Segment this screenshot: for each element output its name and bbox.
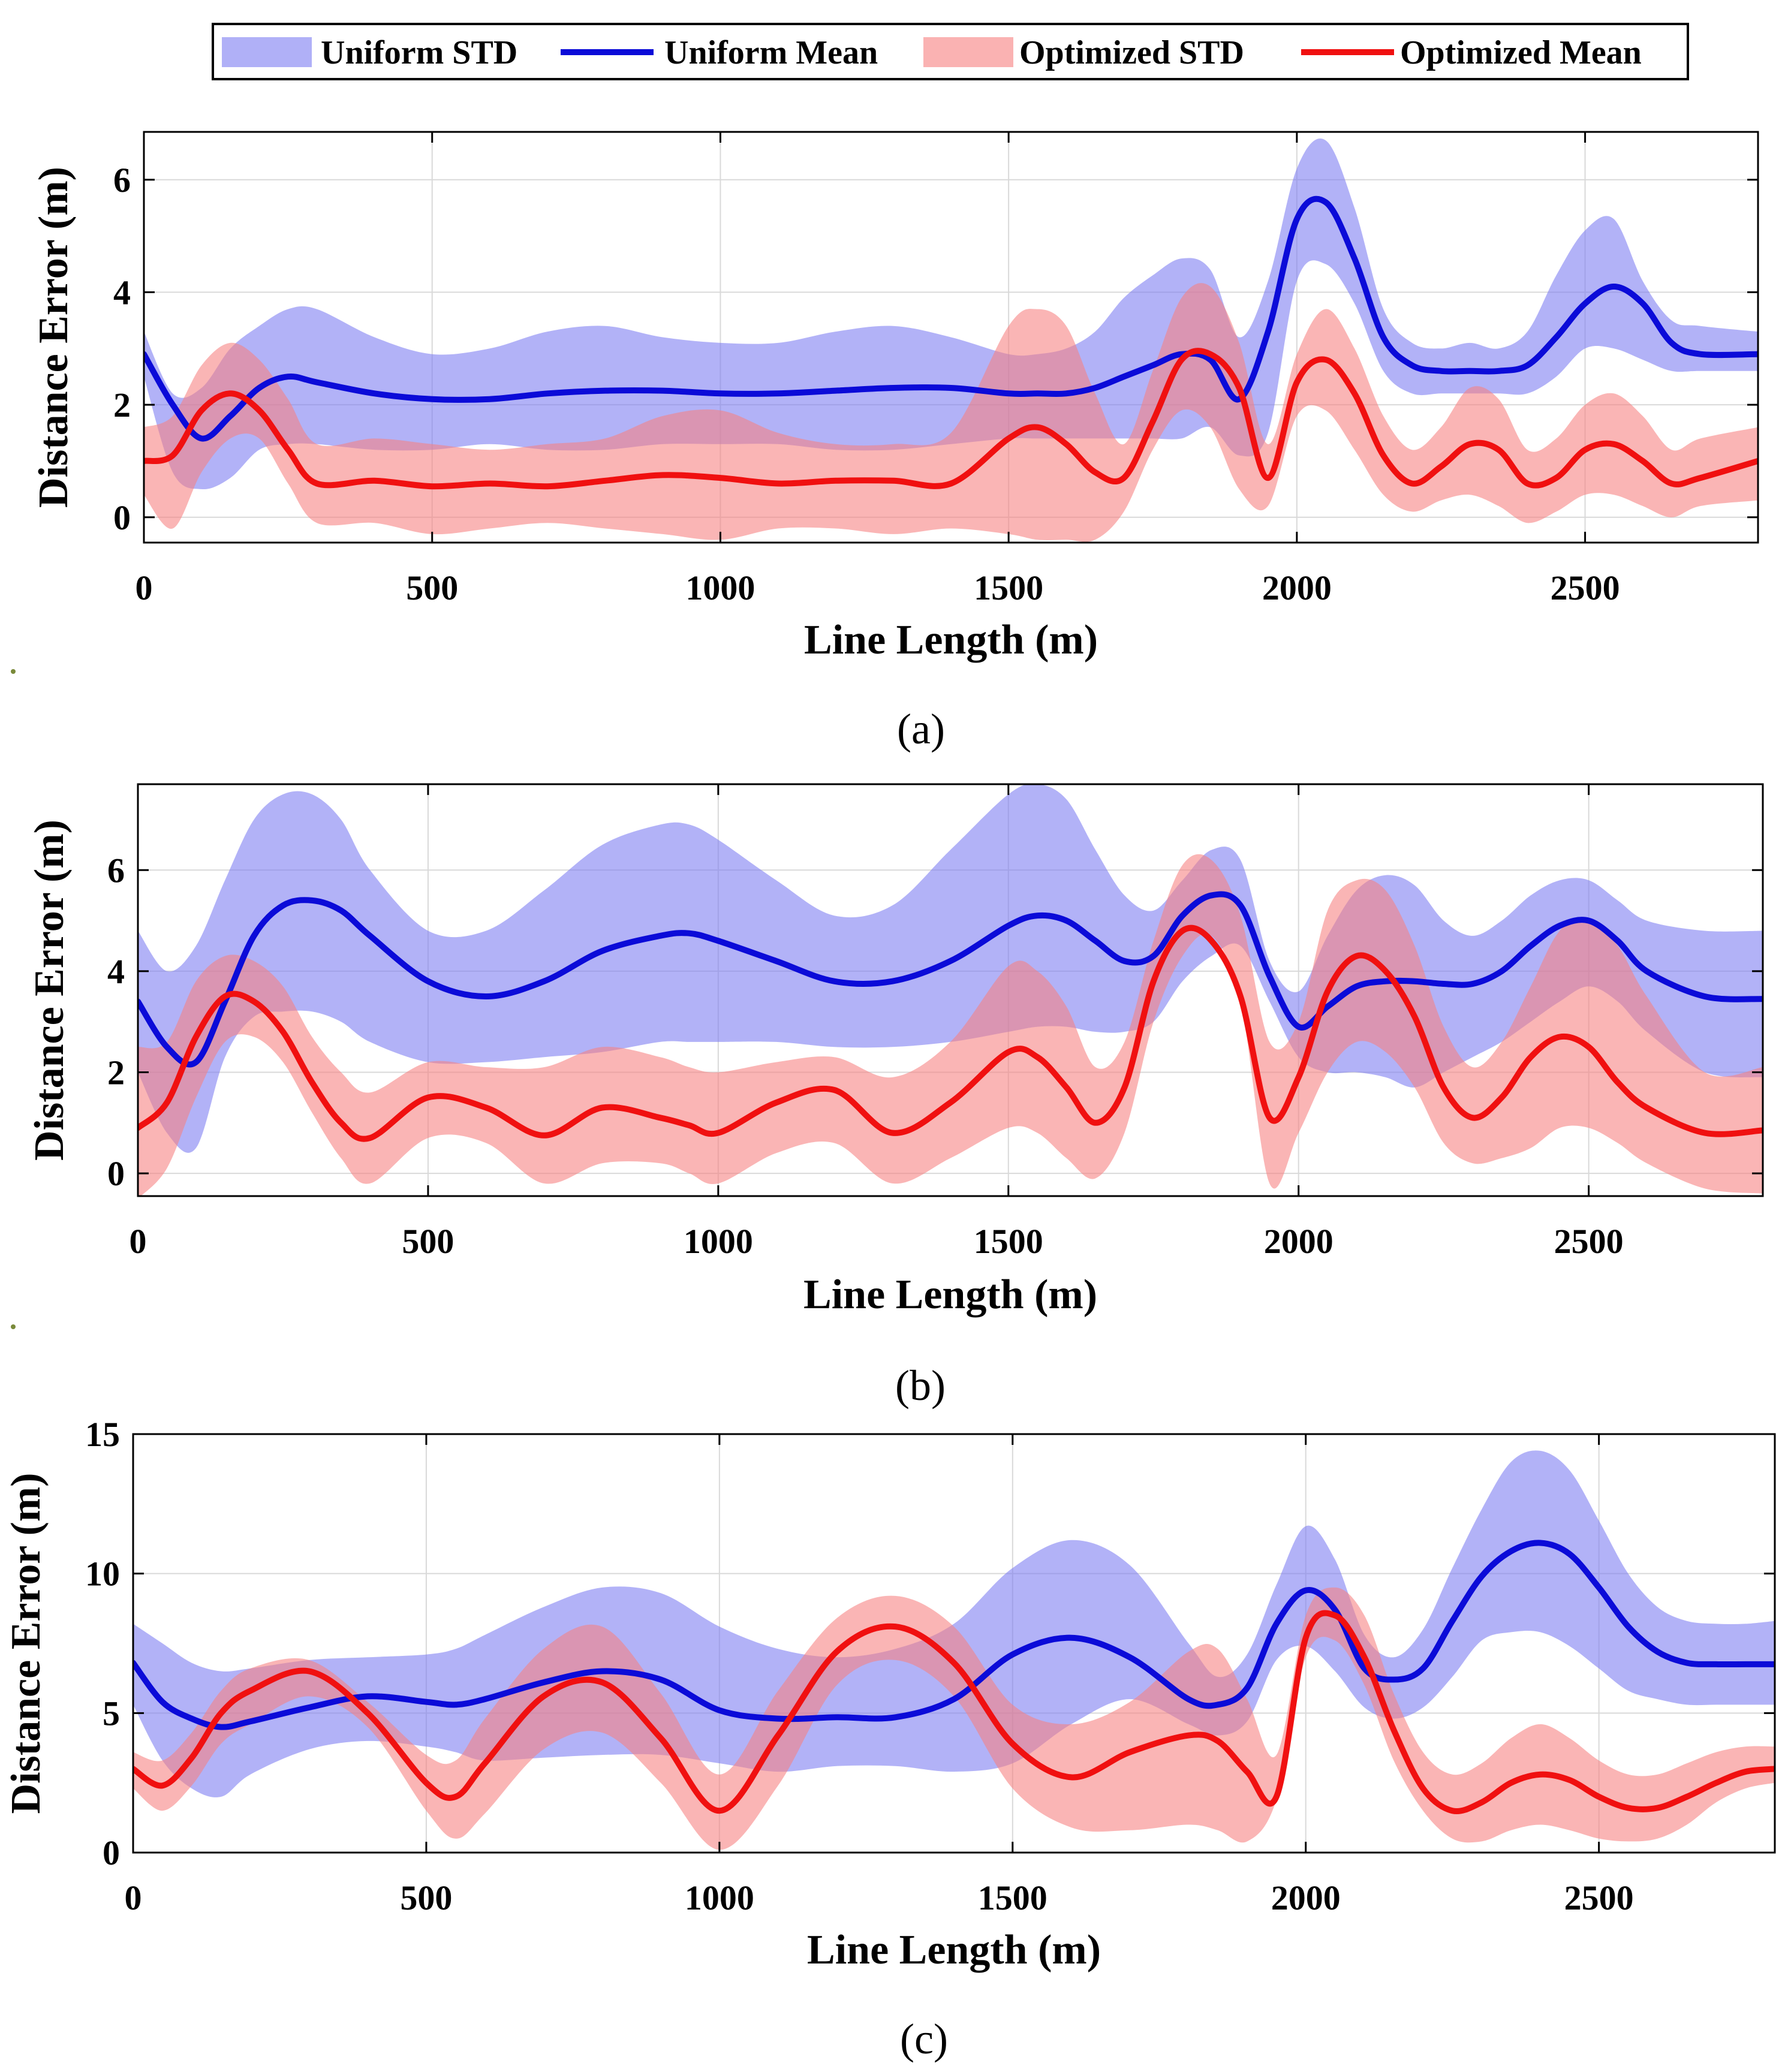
legend-item: Uniform STD [222, 34, 517, 71]
legend-label: Uniform Mean [664, 34, 878, 71]
y-tick-label: 6 [107, 851, 125, 890]
axes-frame [132, 1433, 1776, 1854]
x-axis-label: Line Length (m) [803, 1272, 1097, 1318]
series-line-optimized-mean [138, 924, 1763, 1142]
series-line-uniform-mean [144, 195, 1758, 442]
series-line-uniform-mean [138, 891, 1763, 1068]
series-line-uniform-mean [133, 1540, 1775, 1730]
series-group [138, 784, 1763, 1196]
legend-swatch-band [923, 37, 1013, 67]
x-tick-label: 1000 [684, 1222, 753, 1261]
series-band-optimized-std [138, 854, 1763, 1196]
y-tick-label: 4 [107, 952, 125, 991]
legend-label: Uniform STD [321, 34, 517, 71]
y-axis-label: Distance Error (m) [26, 820, 73, 1161]
x-tick-label: 1500 [974, 568, 1043, 607]
ticks: 0 500 1000 1500 2000 2500 0 5 10 15 [85, 1415, 1775, 1917]
chart-panel: 0 500 1000 1500 2000 2500 0 5 10 15 Line Length (m… [3, 1415, 1776, 2063]
legend-item: Optimized Mean [1301, 34, 1642, 71]
ticks: 0 500 1000 1500 2000 2500 0 2 4 6 [107, 784, 1763, 1261]
axes-frame [137, 783, 1764, 1197]
y-tick-label: 4 [113, 273, 131, 312]
series-group [144, 138, 1758, 542]
axes-frame [143, 131, 1759, 544]
y-tick-label: 2 [107, 1053, 125, 1092]
x-tick-label: 2000 [1271, 1878, 1341, 1917]
y-tick-label: 0 [113, 498, 131, 537]
x-axis-label: Line Length (m) [807, 1927, 1101, 1973]
series-band-uniform-std [138, 784, 1763, 1153]
x-tick-label: 0 [130, 1222, 147, 1261]
legend-item: Optimized STD [923, 34, 1244, 71]
y-tick-label: 2 [113, 386, 131, 424]
y-tick-label: 0 [103, 1833, 120, 1872]
x-tick-label: 500 [402, 1222, 454, 1261]
ticks: 0 500 1000 1500 2000 2500 0 2 4 6 [113, 132, 1758, 607]
legend-item: Uniform Mean [561, 34, 878, 71]
chart-panel: 0 500 1000 1500 2000 2500 0 2 4 6 Line Length (m) D… [26, 783, 1764, 1410]
y-axis-label: Distance Error (m) [3, 1473, 49, 1814]
x-tick-label: 500 [400, 1878, 452, 1917]
y-tick-label: 10 [85, 1555, 120, 1594]
stray-mark [11, 1324, 16, 1329]
series-group [133, 1450, 1775, 1850]
stray-mark [11, 669, 16, 674]
x-tick-label: 1000 [685, 568, 755, 607]
x-tick-label: 1500 [974, 1222, 1043, 1261]
panel-label: (a) [897, 705, 945, 753]
x-tick-label: 2000 [1262, 568, 1332, 607]
panel-label: (b) [895, 1362, 946, 1410]
legend: Uniform STD Uniform Mean Optimized STD Opti… [212, 23, 1689, 80]
legend-label: Optimized Mean [1400, 34, 1642, 71]
x-tick-label: 500 [406, 568, 458, 607]
legend-label: Optimized STD [1019, 34, 1244, 71]
x-axis-label: Line Length (m) [804, 617, 1098, 663]
y-tick-label: 15 [85, 1415, 120, 1454]
x-tick-label: 2000 [1264, 1222, 1334, 1261]
legend-swatch-band [222, 37, 312, 67]
y-tick-label: 0 [107, 1154, 125, 1193]
y-tick-label: 5 [103, 1694, 120, 1733]
panel-label: (c) [900, 2015, 948, 2063]
x-tick-label: 0 [136, 568, 153, 607]
series-line-optimized-mean [144, 348, 1758, 490]
x-tick-label: 0 [125, 1878, 142, 1917]
x-tick-label: 2500 [1551, 568, 1620, 607]
x-tick-label: 2500 [1554, 1222, 1624, 1261]
series-band-optimized-std [144, 283, 1758, 542]
series-band-uniform-std [144, 138, 1758, 490]
y-tick-label: 6 [113, 161, 131, 200]
x-tick-label: 2500 [1564, 1878, 1634, 1917]
x-tick-label: 1000 [685, 1878, 754, 1917]
x-tick-label: 1500 [978, 1878, 1047, 1917]
series-line-optimized-mean [133, 1610, 1775, 1815]
chart-panel: 0 500 1000 1500 2000 2500 0 2 4 6 Line Length (m) D… [31, 131, 1759, 753]
y-axis-label: Distance Error (m) [31, 167, 77, 508]
